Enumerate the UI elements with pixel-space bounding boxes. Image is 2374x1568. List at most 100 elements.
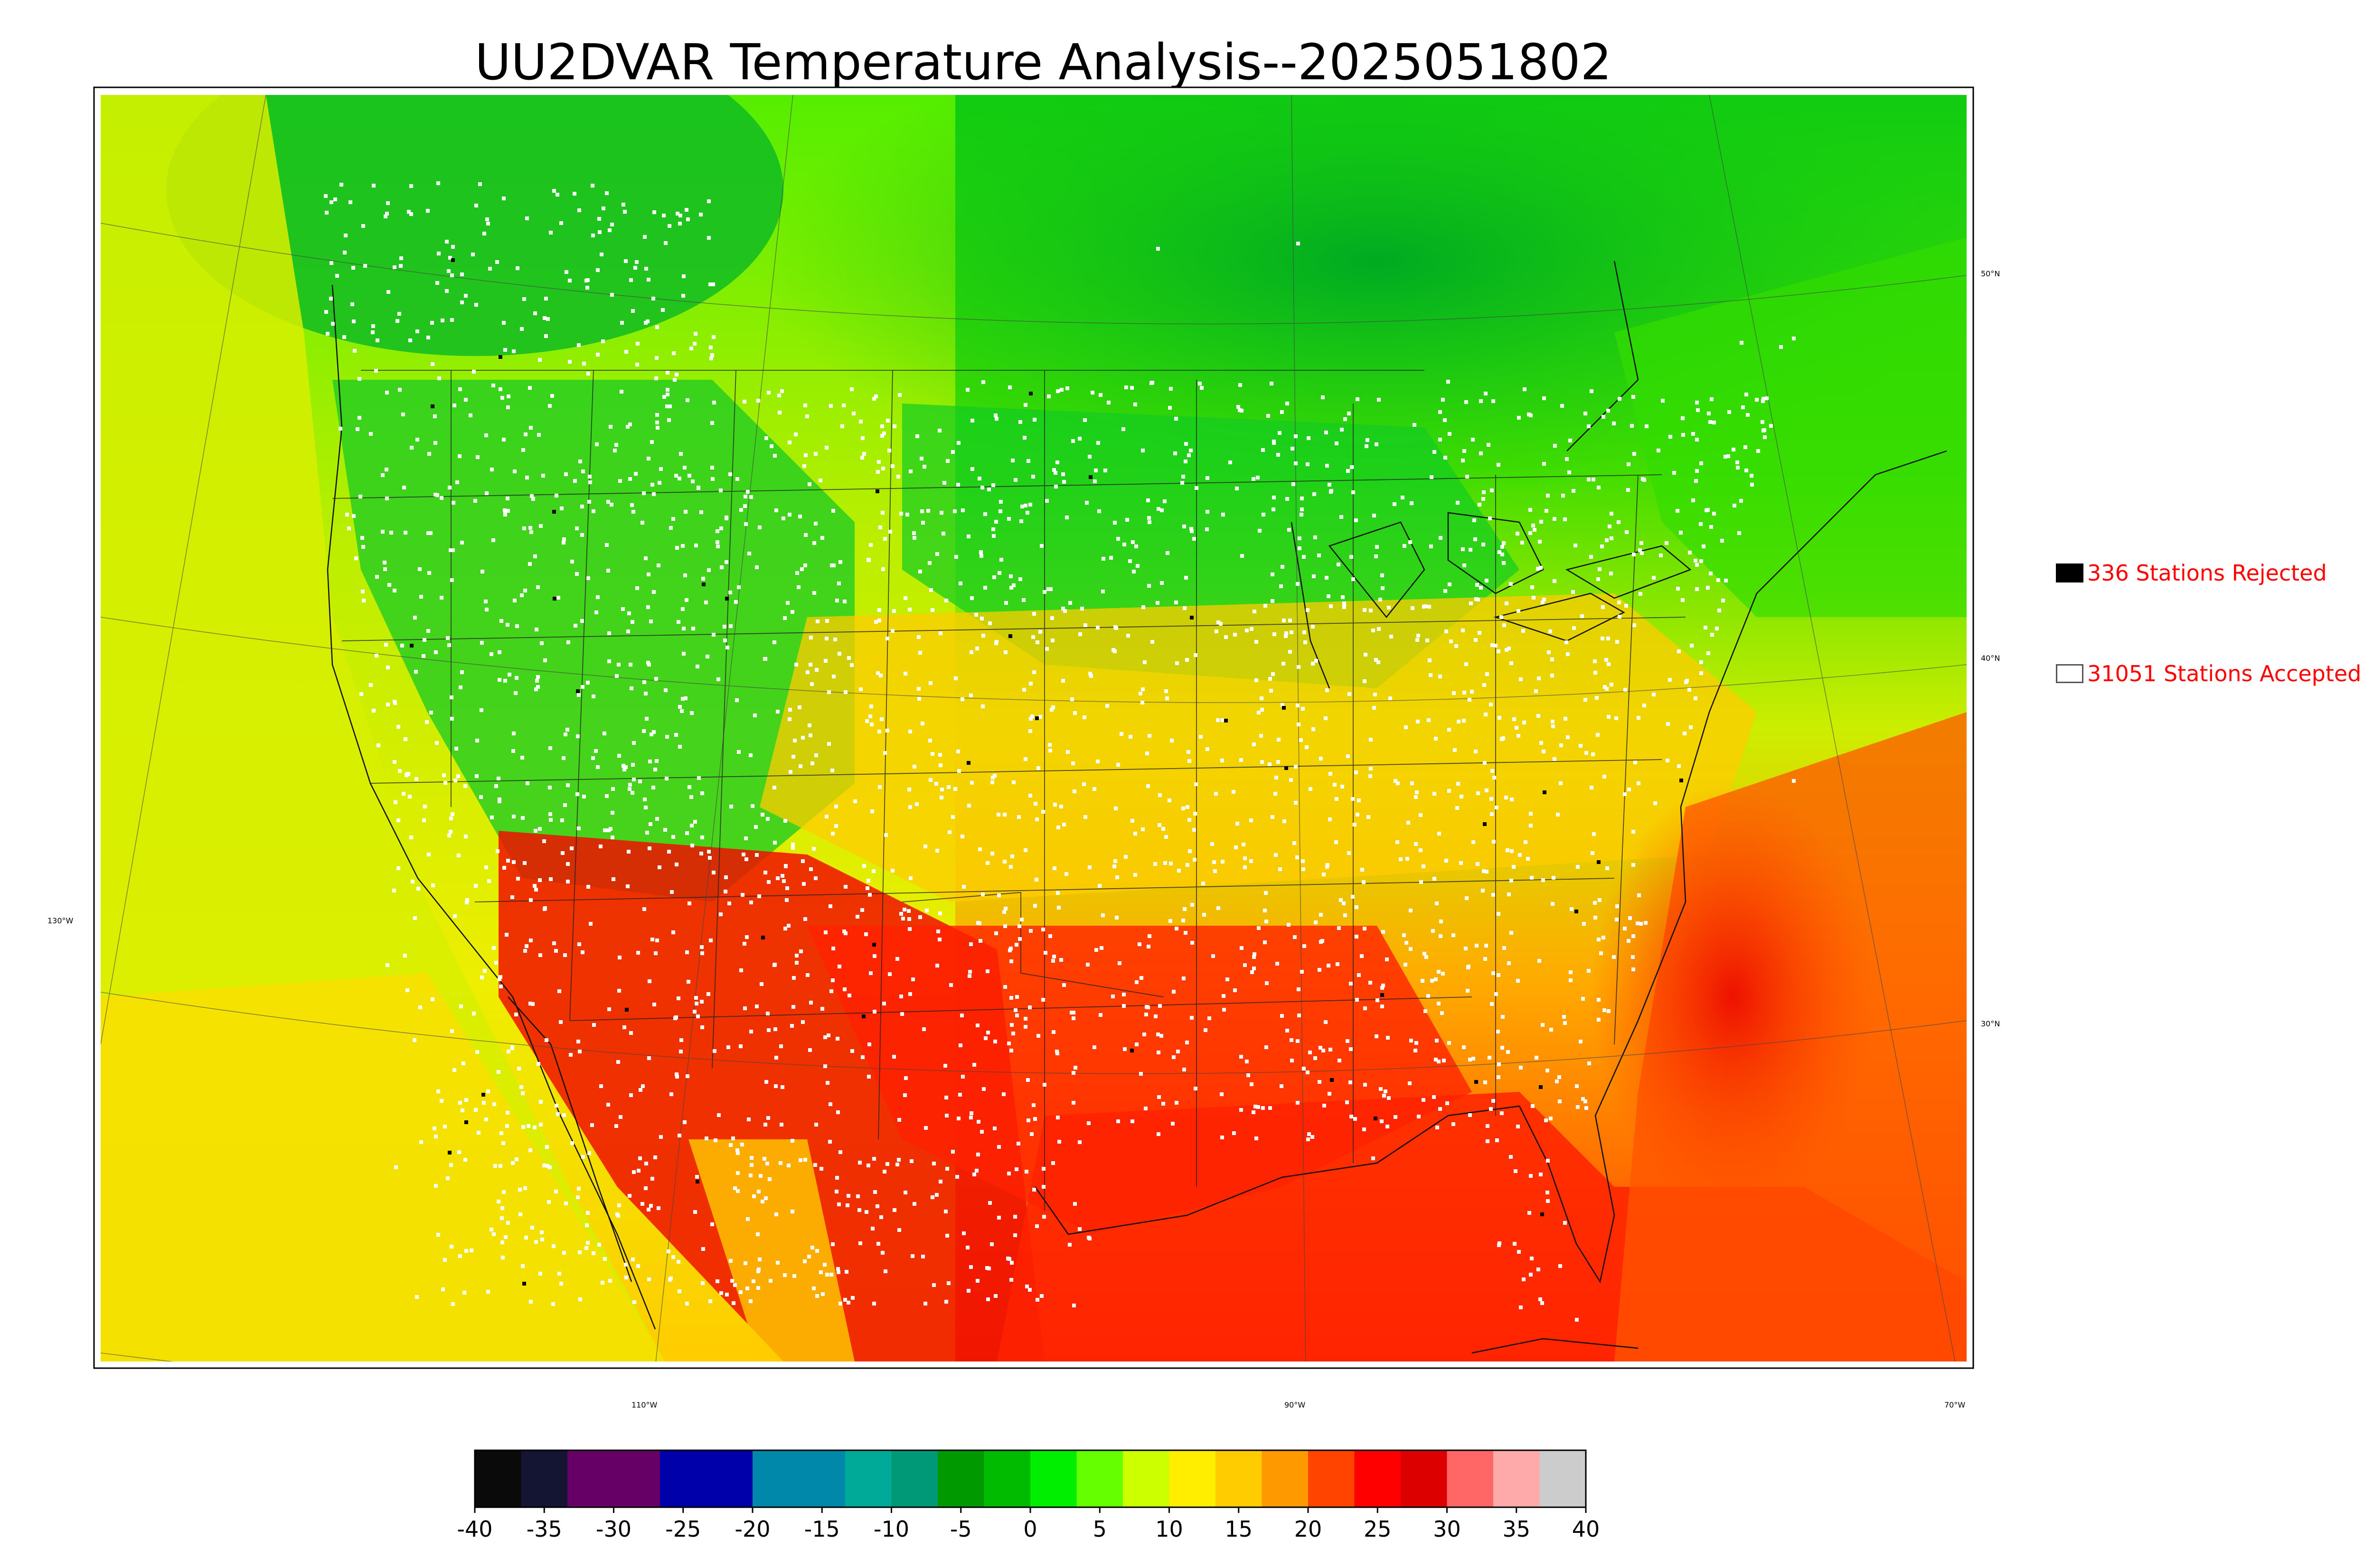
station-marker — [1416, 720, 1420, 723]
station-marker — [1194, 1087, 1197, 1090]
station-marker — [471, 253, 475, 256]
station-marker — [882, 1002, 886, 1005]
station-marker — [1254, 1136, 1258, 1140]
station-marker — [1040, 544, 1044, 548]
station-marker — [1471, 1057, 1475, 1061]
station-marker — [838, 1302, 842, 1305]
station-marker — [1546, 1159, 1550, 1163]
station-marker — [1349, 1115, 1353, 1118]
station-marker — [638, 779, 642, 783]
station-marker — [1206, 510, 1209, 514]
station-marker — [1405, 857, 1409, 861]
station-marker — [1239, 758, 1243, 762]
station-marker — [1710, 397, 1714, 401]
station-marker — [765, 1162, 769, 1165]
station-marker — [917, 697, 921, 701]
station-marker — [782, 516, 785, 520]
station-marker — [440, 1099, 443, 1103]
station-marker — [1363, 608, 1366, 612]
station-marker — [1506, 1050, 1510, 1054]
colorbar-segment — [753, 1450, 800, 1507]
station-marker — [577, 208, 581, 212]
station-marker — [1029, 929, 1033, 933]
station-marker — [1309, 787, 1312, 791]
station-marker — [1530, 876, 1534, 880]
station-marker — [1294, 801, 1298, 805]
station-marker — [723, 625, 726, 629]
station-marker — [1350, 465, 1354, 469]
station-marker — [1652, 693, 1656, 696]
station-marker — [576, 689, 580, 693]
station-marker — [538, 878, 542, 882]
station-marker — [1093, 1045, 1096, 1049]
station-marker — [1042, 1215, 1046, 1219]
station-marker — [726, 1045, 730, 1049]
station-marker — [1500, 1111, 1504, 1115]
station-marker — [1406, 821, 1410, 825]
station-marker — [783, 927, 787, 930]
station-marker — [1642, 704, 1646, 707]
station-marker — [641, 1202, 644, 1206]
station-marker — [850, 1049, 854, 1053]
station-marker — [1538, 540, 1542, 544]
station-marker — [452, 1068, 456, 1072]
station-marker — [876, 671, 880, 675]
station-marker — [983, 586, 987, 590]
station-marker — [938, 938, 942, 941]
station-marker — [1121, 427, 1125, 431]
station-marker — [1139, 1072, 1143, 1076]
station-marker — [499, 619, 503, 623]
station-marker — [360, 536, 364, 540]
station-marker — [1083, 815, 1087, 819]
station-marker — [1639, 922, 1643, 926]
station-marker — [675, 1075, 679, 1079]
station-marker — [1181, 919, 1185, 922]
central-plains-warm — [760, 593, 1757, 902]
station-marker — [339, 183, 343, 187]
station-marker — [1220, 1136, 1224, 1139]
station-marker — [1552, 876, 1555, 880]
station-marker — [1322, 1104, 1326, 1108]
station-marker — [1744, 469, 1748, 472]
station-marker — [897, 1228, 901, 1232]
station-marker — [782, 879, 786, 883]
station-marker — [1481, 543, 1485, 546]
station-marker — [1543, 790, 1546, 794]
station-marker — [1296, 582, 1300, 586]
station-marker — [515, 676, 518, 680]
station-marker — [1582, 922, 1586, 926]
station-marker — [499, 985, 503, 988]
station-marker — [1284, 631, 1288, 635]
colorbar-segment — [1493, 1450, 1540, 1507]
station-marker — [1632, 553, 1636, 556]
station-marker — [1676, 509, 1679, 513]
station-marker — [1015, 1014, 1019, 1017]
station-marker — [518, 1212, 522, 1216]
station-marker — [896, 475, 900, 479]
station-marker — [1750, 483, 1754, 487]
station-marker — [888, 530, 892, 534]
station-marker — [997, 1216, 1001, 1220]
station-marker — [1169, 387, 1173, 391]
station-marker — [1607, 715, 1611, 719]
station-marker — [670, 890, 674, 894]
station-marker — [393, 700, 396, 704]
station-marker — [785, 898, 789, 902]
station-marker — [534, 888, 538, 892]
station-marker — [1221, 513, 1225, 516]
station-marker — [1176, 1050, 1180, 1053]
station-marker — [891, 464, 895, 468]
station-marker — [1476, 862, 1479, 866]
colorbar-segment — [799, 1450, 846, 1507]
station-marker — [838, 1150, 842, 1154]
station-marker — [1046, 587, 1050, 591]
station-marker — [1123, 1047, 1127, 1051]
station-marker — [1610, 512, 1613, 516]
station-marker — [1271, 672, 1275, 676]
station-marker — [1507, 647, 1511, 650]
station-marker — [685, 1302, 689, 1305]
station-marker — [1347, 851, 1351, 855]
station-marker — [460, 670, 464, 674]
colorbar — [474, 1449, 1587, 1508]
station-marker — [1364, 653, 1367, 657]
